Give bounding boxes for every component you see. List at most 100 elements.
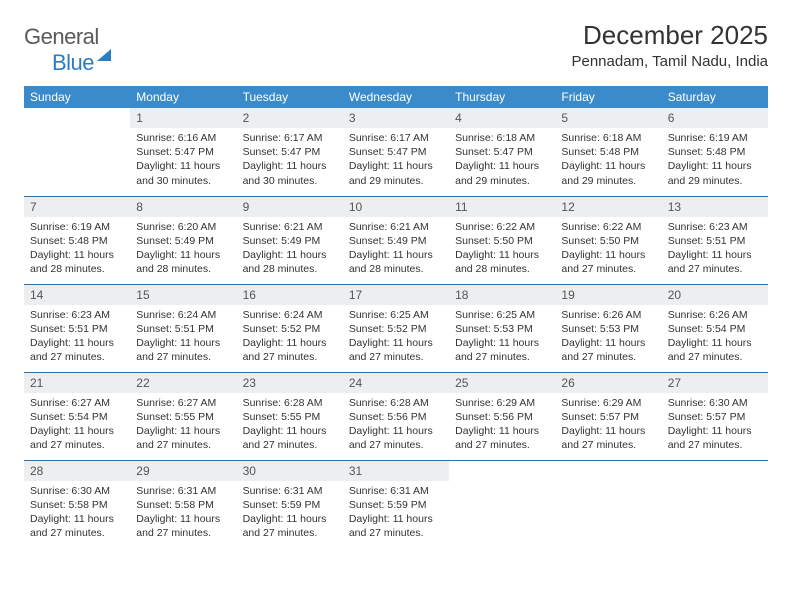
day-cell: 20Sunrise: 6:26 AMSunset: 5:54 PMDayligh…	[662, 284, 768, 372]
day-number: 26	[555, 373, 661, 393]
weekday-header: Friday	[555, 86, 661, 108]
day-cell: 19Sunrise: 6:26 AMSunset: 5:53 PMDayligh…	[555, 284, 661, 372]
day-details: Sunrise: 6:31 AMSunset: 5:59 PMDaylight:…	[237, 481, 343, 547]
day-number: 24	[343, 373, 449, 393]
day-number: 22	[130, 373, 236, 393]
day-cell: 9Sunrise: 6:21 AMSunset: 5:49 PMDaylight…	[237, 196, 343, 284]
day-cell: 23Sunrise: 6:28 AMSunset: 5:55 PMDayligh…	[237, 372, 343, 460]
empty-cell: ..	[449, 460, 555, 548]
day-details: Sunrise: 6:30 AMSunset: 5:58 PMDaylight:…	[24, 481, 130, 547]
day-details: Sunrise: 6:27 AMSunset: 5:54 PMDaylight:…	[24, 393, 130, 459]
day-number: 18	[449, 285, 555, 305]
day-details: Sunrise: 6:27 AMSunset: 5:55 PMDaylight:…	[130, 393, 236, 459]
month-title: December 2025	[571, 20, 768, 51]
day-cell: 7Sunrise: 6:19 AMSunset: 5:48 PMDaylight…	[24, 196, 130, 284]
day-cell: 21Sunrise: 6:27 AMSunset: 5:54 PMDayligh…	[24, 372, 130, 460]
day-number: 16	[237, 285, 343, 305]
weekday-header: Tuesday	[237, 86, 343, 108]
day-details: Sunrise: 6:19 AMSunset: 5:48 PMDaylight:…	[24, 217, 130, 283]
brand-logo: GeneralBlue	[24, 20, 111, 76]
day-cell: 4Sunrise: 6:18 AMSunset: 5:47 PMDaylight…	[449, 108, 555, 196]
day-cell: 27Sunrise: 6:30 AMSunset: 5:57 PMDayligh…	[662, 372, 768, 460]
day-cell: 3Sunrise: 6:17 AMSunset: 5:47 PMDaylight…	[343, 108, 449, 196]
calendar-row: ..1Sunrise: 6:16 AMSunset: 5:47 PMDaylig…	[24, 108, 768, 196]
day-number: 1	[130, 108, 236, 128]
day-details: Sunrise: 6:26 AMSunset: 5:53 PMDaylight:…	[555, 305, 661, 371]
day-details: Sunrise: 6:23 AMSunset: 5:51 PMDaylight:…	[662, 217, 768, 283]
weekday-header: Sunday	[24, 86, 130, 108]
day-details: Sunrise: 6:23 AMSunset: 5:51 PMDaylight:…	[24, 305, 130, 371]
day-cell: 29Sunrise: 6:31 AMSunset: 5:58 PMDayligh…	[130, 460, 236, 548]
day-cell: 5Sunrise: 6:18 AMSunset: 5:48 PMDaylight…	[555, 108, 661, 196]
day-number: 21	[24, 373, 130, 393]
calendar-head: SundayMondayTuesdayWednesdayThursdayFrid…	[24, 86, 768, 108]
day-details: Sunrise: 6:16 AMSunset: 5:47 PMDaylight:…	[130, 128, 236, 194]
weekday-row: SundayMondayTuesdayWednesdayThursdayFrid…	[24, 86, 768, 108]
day-number: 28	[24, 461, 130, 481]
day-cell: 25Sunrise: 6:29 AMSunset: 5:56 PMDayligh…	[449, 372, 555, 460]
location: Pennadam, Tamil Nadu, India	[571, 53, 768, 70]
weekday-header: Thursday	[449, 86, 555, 108]
day-details: Sunrise: 6:18 AMSunset: 5:48 PMDaylight:…	[555, 128, 661, 194]
day-number: 25	[449, 373, 555, 393]
day-details: Sunrise: 6:25 AMSunset: 5:53 PMDaylight:…	[449, 305, 555, 371]
day-cell: 12Sunrise: 6:22 AMSunset: 5:50 PMDayligh…	[555, 196, 661, 284]
day-number: 9	[237, 197, 343, 217]
day-number: 31	[343, 461, 449, 481]
day-cell: 1Sunrise: 6:16 AMSunset: 5:47 PMDaylight…	[130, 108, 236, 196]
empty-cell: ..	[24, 108, 130, 196]
day-details: Sunrise: 6:30 AMSunset: 5:57 PMDaylight:…	[662, 393, 768, 459]
day-cell: 11Sunrise: 6:22 AMSunset: 5:50 PMDayligh…	[449, 196, 555, 284]
day-number: 10	[343, 197, 449, 217]
day-details: Sunrise: 6:29 AMSunset: 5:56 PMDaylight:…	[449, 393, 555, 459]
day-details: Sunrise: 6:19 AMSunset: 5:48 PMDaylight:…	[662, 128, 768, 194]
day-cell: 24Sunrise: 6:28 AMSunset: 5:56 PMDayligh…	[343, 372, 449, 460]
day-number: 29	[130, 461, 236, 481]
day-details: Sunrise: 6:21 AMSunset: 5:49 PMDaylight:…	[343, 217, 449, 283]
day-number: 17	[343, 285, 449, 305]
day-cell: 26Sunrise: 6:29 AMSunset: 5:57 PMDayligh…	[555, 372, 661, 460]
day-cell: 22Sunrise: 6:27 AMSunset: 5:55 PMDayligh…	[130, 372, 236, 460]
day-details: Sunrise: 6:20 AMSunset: 5:49 PMDaylight:…	[130, 217, 236, 283]
day-number: 27	[662, 373, 768, 393]
calendar-row: 21Sunrise: 6:27 AMSunset: 5:54 PMDayligh…	[24, 372, 768, 460]
day-cell: 8Sunrise: 6:20 AMSunset: 5:49 PMDaylight…	[130, 196, 236, 284]
day-number: 15	[130, 285, 236, 305]
day-cell: 2Sunrise: 6:17 AMSunset: 5:47 PMDaylight…	[237, 108, 343, 196]
day-details: Sunrise: 6:31 AMSunset: 5:59 PMDaylight:…	[343, 481, 449, 547]
day-cell: 16Sunrise: 6:24 AMSunset: 5:52 PMDayligh…	[237, 284, 343, 372]
day-number: 23	[237, 373, 343, 393]
day-number: 14	[24, 285, 130, 305]
brand-name-a: General	[24, 24, 99, 49]
day-number: 13	[662, 197, 768, 217]
empty-cell: ..	[662, 460, 768, 548]
empty-cell: ..	[555, 460, 661, 548]
calendar-body: ..1Sunrise: 6:16 AMSunset: 5:47 PMDaylig…	[24, 108, 768, 548]
day-details: Sunrise: 6:22 AMSunset: 5:50 PMDaylight:…	[449, 217, 555, 283]
day-cell: 28Sunrise: 6:30 AMSunset: 5:58 PMDayligh…	[24, 460, 130, 548]
triangle-icon	[97, 24, 111, 61]
day-cell: 31Sunrise: 6:31 AMSunset: 5:59 PMDayligh…	[343, 460, 449, 548]
day-number: 2	[237, 108, 343, 128]
day-cell: 17Sunrise: 6:25 AMSunset: 5:52 PMDayligh…	[343, 284, 449, 372]
day-details: Sunrise: 6:22 AMSunset: 5:50 PMDaylight:…	[555, 217, 661, 283]
day-cell: 30Sunrise: 6:31 AMSunset: 5:59 PMDayligh…	[237, 460, 343, 548]
day-details: Sunrise: 6:21 AMSunset: 5:49 PMDaylight:…	[237, 217, 343, 283]
day-cell: 14Sunrise: 6:23 AMSunset: 5:51 PMDayligh…	[24, 284, 130, 372]
day-details: Sunrise: 6:25 AMSunset: 5:52 PMDaylight:…	[343, 305, 449, 371]
day-number: 8	[130, 197, 236, 217]
calendar-row: 7Sunrise: 6:19 AMSunset: 5:48 PMDaylight…	[24, 196, 768, 284]
day-details: Sunrise: 6:17 AMSunset: 5:47 PMDaylight:…	[237, 128, 343, 194]
day-number: 5	[555, 108, 661, 128]
day-number: 4	[449, 108, 555, 128]
day-cell: 6Sunrise: 6:19 AMSunset: 5:48 PMDaylight…	[662, 108, 768, 196]
day-cell: 10Sunrise: 6:21 AMSunset: 5:49 PMDayligh…	[343, 196, 449, 284]
calendar-table: SundayMondayTuesdayWednesdayThursdayFrid…	[24, 86, 768, 548]
day-details: Sunrise: 6:26 AMSunset: 5:54 PMDaylight:…	[662, 305, 768, 371]
header: GeneralBlue December 2025 Pennadam, Tami…	[24, 20, 768, 76]
day-cell: 18Sunrise: 6:25 AMSunset: 5:53 PMDayligh…	[449, 284, 555, 372]
title-block: December 2025 Pennadam, Tamil Nadu, Indi…	[571, 20, 768, 70]
day-details: Sunrise: 6:24 AMSunset: 5:52 PMDaylight:…	[237, 305, 343, 371]
calendar-row: 14Sunrise: 6:23 AMSunset: 5:51 PMDayligh…	[24, 284, 768, 372]
day-number: 19	[555, 285, 661, 305]
